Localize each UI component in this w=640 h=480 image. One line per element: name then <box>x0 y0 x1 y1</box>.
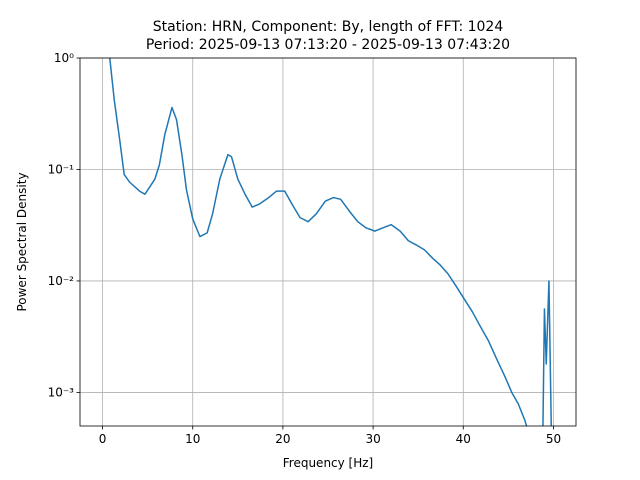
y-tick-label: 10⁻¹ <box>48 162 75 176</box>
axes-frame <box>79 57 577 427</box>
x-axis-label: Frequency [Hz] <box>283 456 374 470</box>
ticks: 0 10 20 30 40 50 10⁻³ 10⁻² 10⁻¹ 10⁰ <box>48 51 562 446</box>
y-tick-label: 10⁻³ <box>48 385 75 399</box>
x-tick-label: 10 <box>185 432 200 446</box>
y-tick-label: 10⁻² <box>48 274 75 288</box>
y-tick-label: 10⁰ <box>54 51 74 65</box>
y-axis-label: Power Spectral Density <box>15 172 29 311</box>
x-tick-label: 20 <box>275 432 290 446</box>
chart-subtitle: Period: 2025-09-13 07:13:20 - 2025-09-13… <box>146 37 510 53</box>
x-tick-label: 40 <box>456 432 471 446</box>
x-tick-label: 50 <box>546 432 561 446</box>
spectrum-line <box>109 58 553 426</box>
plot-area <box>109 58 553 426</box>
x-tick-label: 30 <box>365 432 380 446</box>
x-tick-label: 0 <box>99 432 107 446</box>
chart-title: Station: HRN, Component: By, length of F… <box>153 19 504 35</box>
